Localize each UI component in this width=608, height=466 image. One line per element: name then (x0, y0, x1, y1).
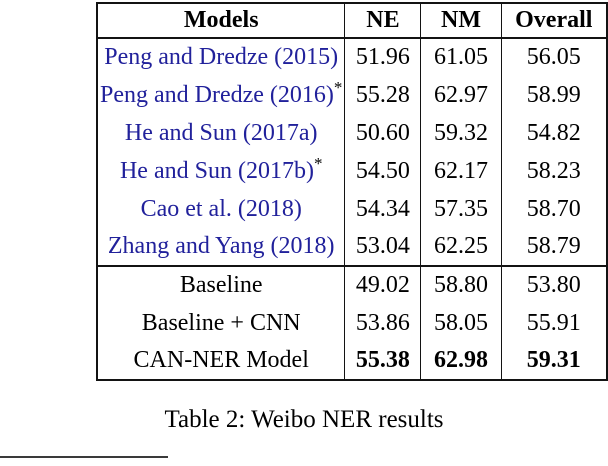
overall-value: 53.80 (500, 265, 608, 304)
model-cell: Zhang and Yang (2018) (96, 228, 346, 266)
model-cell: He and Sun (2017b)* (96, 152, 346, 190)
nm-value: 62.25 (420, 228, 502, 266)
table-row: He and Sun (2017b)* 54.50 62.17 58.23 (96, 152, 608, 190)
ne-value: 54.34 (344, 190, 422, 228)
ne-value: 54.50 (344, 152, 422, 190)
overall-value: 56.05 (500, 38, 608, 76)
nm-value: 59.32 (420, 114, 502, 152)
model-cell: Baseline (96, 265, 346, 304)
table-row: He and Sun (2017a) 50.60 59.32 54.82 (96, 114, 608, 152)
citation-link[interactable]: Peng and Dredze (2015) (104, 44, 339, 70)
model-cell: Baseline + CNN (96, 304, 346, 342)
model-cell: Peng and Dredze (2015) (96, 38, 346, 76)
citation-link[interactable]: Peng and Dredze (2016) (100, 81, 334, 108)
nm-value: 62.97 (420, 76, 502, 114)
weibo-ner-results-table: Models NE NM Overall Peng and Dredze (20… (96, 2, 608, 381)
overall-value: 55.91 (500, 304, 608, 342)
asterisk-marker: * (313, 153, 323, 173)
model-cell: CAN-NER Model (96, 342, 346, 380)
citation-link[interactable]: Cao et al. (2018) (140, 195, 302, 222)
model-label: Baseline (179, 272, 263, 298)
overall-value: 58.79 (500, 228, 608, 266)
ne-value: 55.28 (344, 76, 422, 114)
model-cell: He and Sun (2017a) (96, 114, 346, 152)
nm-value: 58.80 (420, 265, 502, 304)
model-cell: Cao et al. (2018) (96, 190, 346, 228)
overall-value: 58.70 (500, 190, 608, 228)
table-row: Baseline 49.02 58.80 53.80 (96, 265, 608, 304)
ne-value: 49.02 (344, 265, 422, 304)
table-row: Zhang and Yang (2018) 53.04 62.25 58.79 (96, 228, 608, 266)
table-row: Baseline + CNN 53.86 58.05 55.91 (96, 304, 608, 342)
citation-link[interactable]: Zhang and Yang (2018) (107, 233, 335, 259)
ne-value: 50.60 (344, 114, 422, 152)
header-nm: NM (420, 3, 502, 39)
overall-value: 58.99 (500, 76, 608, 114)
model-label: CAN-NER Model (133, 347, 309, 373)
table-caption: Table 2: Weibo NER results (164, 406, 444, 433)
ne-value: 51.96 (344, 38, 422, 76)
overall-value: 54.82 (500, 114, 608, 152)
asterisk-marker: * (333, 77, 343, 97)
citation-link[interactable]: He and Sun (2017b) (119, 157, 314, 184)
table-header-row: Models NE NM Overall (96, 3, 608, 39)
nm-value: 62.98 (420, 342, 502, 380)
nm-value: 58.05 (420, 304, 502, 342)
header-ne: NE (344, 3, 422, 39)
header-overall: Overall (500, 3, 608, 39)
table-row: Peng and Dredze (2015) 51.96 61.05 56.05 (96, 38, 608, 76)
citation-link[interactable]: He and Sun (2017a) (124, 119, 318, 146)
nm-value: 57.35 (420, 190, 502, 228)
table-row: Peng and Dredze (2016)* 55.28 62.97 58.9… (96, 76, 608, 114)
nm-value: 62.17 (420, 152, 502, 190)
overall-value: 58.23 (500, 152, 608, 190)
nm-value: 61.05 (420, 38, 502, 76)
footnote-rule (0, 456, 168, 458)
ne-value: 53.86 (344, 304, 422, 342)
model-label: Baseline + CNN (141, 309, 301, 336)
table-row-can-ner: CAN-NER Model 55.38 62.98 59.31 (96, 342, 608, 380)
ne-value: 55.38 (344, 342, 422, 380)
ne-value: 53.04 (344, 228, 422, 266)
overall-value: 59.31 (500, 342, 608, 380)
model-cell: Peng and Dredze (2016)* (96, 76, 346, 114)
table-row: Cao et al. (2018) 54.34 57.35 58.70 (96, 190, 608, 228)
header-models: Models (96, 3, 346, 39)
